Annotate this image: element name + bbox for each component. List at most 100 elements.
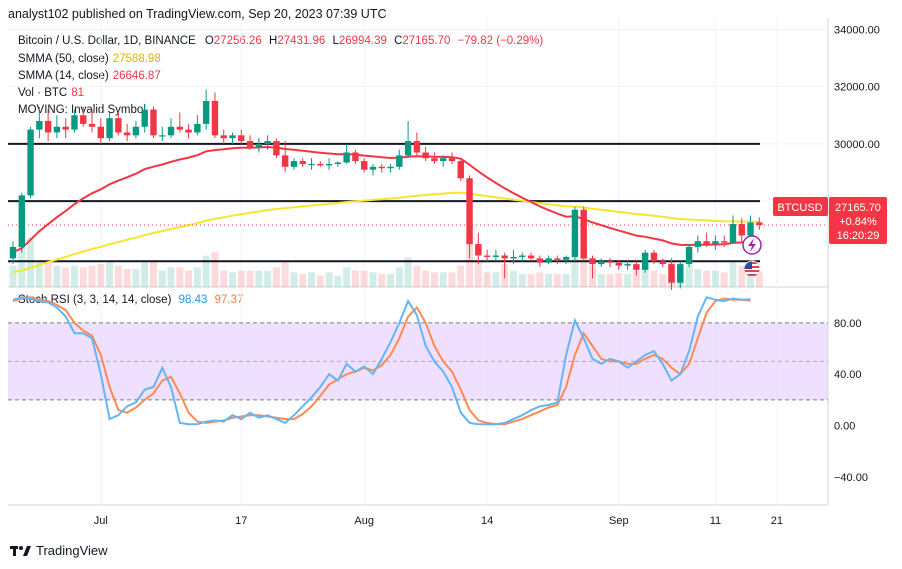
candle [369, 163, 377, 176]
candle [378, 163, 385, 173]
candle-body [536, 258, 543, 263]
candle-body [580, 209, 587, 259]
volume-bar [308, 272, 316, 287]
volume-bar [738, 265, 746, 287]
candle-body [325, 163, 333, 166]
candle [27, 126, 34, 199]
volume-bar [281, 260, 289, 287]
candle [571, 206, 579, 262]
candle-body [132, 126, 140, 136]
volume-bar [255, 270, 263, 287]
candle-body [299, 161, 306, 164]
ohlc-change: −79.82 (−0.29%) [457, 35, 544, 47]
volume-bar [404, 257, 412, 287]
candle-body [150, 109, 157, 136]
candle-body [308, 163, 315, 166]
candle [185, 123, 192, 139]
candle [510, 249, 517, 265]
volume-bar [527, 274, 535, 287]
candle-body [562, 256, 570, 260]
time-tick-label: Jul [94, 515, 108, 527]
candle [220, 129, 227, 144]
volume-bar [343, 267, 351, 287]
candle [519, 252, 526, 262]
ohlc-high: 27431.96 [277, 35, 326, 47]
candle-body [194, 123, 201, 133]
candle [211, 92, 219, 139]
candle [615, 259, 623, 270]
volume-bar [545, 274, 553, 287]
candle-body [440, 158, 447, 162]
volume-bar [211, 252, 219, 287]
candle [466, 175, 473, 259]
candle-body [729, 224, 737, 243]
volume-bar [158, 270, 166, 287]
candle-body [238, 135, 245, 142]
volume-bar [615, 273, 623, 287]
candle [606, 258, 614, 267]
candle [545, 255, 552, 265]
volume-bar [597, 274, 605, 287]
tradingview-brand: TradingView [36, 543, 108, 558]
candle-body [431, 158, 438, 162]
candle [650, 249, 658, 265]
volume-bar [360, 270, 368, 287]
time-tick-label: Aug [354, 515, 374, 527]
candle [641, 249, 649, 273]
sma50-label: SMMA (50, close) [18, 53, 109, 65]
stoch-k-value: 98.43 [178, 294, 208, 306]
volume-bar [562, 274, 570, 287]
candle [694, 235, 702, 253]
candle [132, 121, 140, 139]
candle-body [9, 246, 17, 259]
time-tick-label: 21 [771, 515, 783, 527]
candle-body [80, 115, 87, 124]
candle-body [202, 100, 210, 124]
candle-body [413, 141, 421, 153]
candle [501, 252, 508, 279]
volume-bar [632, 270, 640, 287]
volume-bar [114, 265, 122, 287]
candle-body [756, 222, 763, 226]
volume-bar [606, 274, 614, 287]
volume-bar [685, 265, 693, 287]
volume-bar [518, 274, 526, 287]
us-flag-icon[interactable] [743, 260, 761, 278]
candle [290, 158, 298, 170]
candle [229, 132, 236, 144]
volume-bar [334, 275, 342, 287]
ohlc-high-label: H [269, 35, 278, 47]
candle [44, 109, 52, 142]
volume-bar [624, 274, 632, 287]
sma14-legend: SMMA (14, close) 26646.87 [18, 69, 161, 84]
candle [176, 112, 184, 133]
candle-body [501, 255, 508, 259]
volume-bar [316, 275, 324, 287]
candle-body [281, 155, 289, 167]
candle-body [677, 264, 684, 283]
candle [668, 258, 675, 290]
volume-bar [483, 272, 491, 287]
volume-bar [53, 265, 61, 287]
lightning-icon[interactable] [742, 235, 762, 255]
volume-bar [755, 271, 763, 287]
candle-body [361, 161, 368, 170]
candle [62, 118, 69, 139]
sma14-label: SMMA (14, close) [18, 70, 109, 82]
candle [536, 255, 543, 267]
candle-body [220, 135, 227, 139]
candle-body [720, 241, 728, 243]
candle-body [483, 255, 491, 257]
candle-body [738, 224, 745, 236]
candle [141, 103, 148, 133]
candle-body [317, 163, 324, 166]
candle-body [589, 258, 596, 265]
candle [88, 109, 96, 133]
moving-label: MOVING: Invalid Symbol [18, 104, 146, 116]
stoch-tick-label: 40.00 [834, 369, 862, 381]
tradingview-footer[interactable]: TradingView [10, 543, 108, 558]
candle-body [519, 255, 526, 257]
candle [97, 118, 104, 144]
volume-bar [571, 247, 579, 287]
